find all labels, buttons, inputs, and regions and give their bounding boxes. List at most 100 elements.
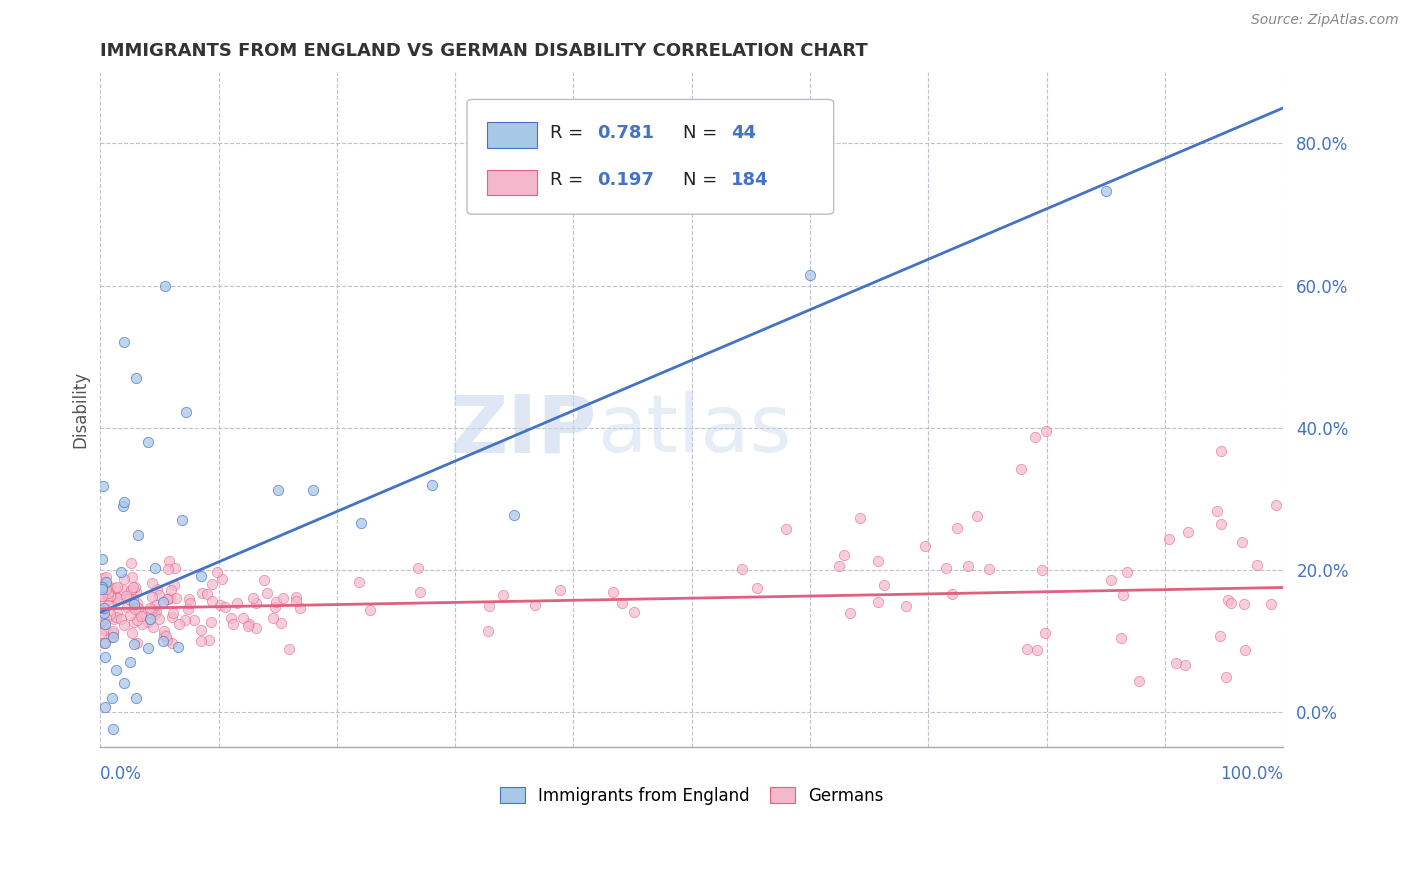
Point bbox=[775, 522, 797, 536]
Point bbox=[163, 561, 186, 575]
Point bbox=[225, 596, 247, 610]
Point bbox=[179, 596, 201, 610]
Point bbox=[477, 624, 499, 638]
Point bbox=[145, 598, 167, 612]
Point bbox=[125, 371, 148, 385]
Point bbox=[1128, 673, 1150, 688]
Point bbox=[941, 587, 963, 601]
Point bbox=[91, 479, 114, 493]
Point bbox=[127, 596, 149, 610]
Point bbox=[183, 613, 205, 627]
Point bbox=[201, 594, 224, 608]
Point bbox=[103, 612, 125, 626]
Point bbox=[190, 633, 212, 648]
Point bbox=[115, 600, 138, 615]
Point bbox=[1033, 625, 1056, 640]
Text: 0.781: 0.781 bbox=[598, 124, 654, 142]
Point bbox=[176, 405, 198, 419]
Point bbox=[145, 604, 167, 618]
Point bbox=[112, 676, 135, 690]
Point bbox=[120, 583, 142, 598]
Point bbox=[90, 552, 112, 566]
Text: 0.197: 0.197 bbox=[598, 171, 654, 189]
Point bbox=[122, 591, 145, 606]
Point bbox=[121, 570, 143, 584]
Point bbox=[155, 278, 177, 293]
Point bbox=[420, 478, 443, 492]
Point bbox=[112, 583, 135, 598]
Point bbox=[214, 599, 236, 614]
Point bbox=[98, 580, 121, 594]
Point bbox=[284, 590, 307, 604]
Point bbox=[136, 640, 159, 655]
Point bbox=[90, 580, 112, 594]
Point bbox=[1099, 573, 1122, 587]
Point bbox=[152, 634, 174, 648]
Point bbox=[849, 511, 872, 525]
Point bbox=[139, 601, 162, 615]
Point bbox=[262, 611, 284, 625]
Text: IMMIGRANTS FROM ENGLAND VS GERMAN DISABILITY CORRELATION CHART: IMMIGRANTS FROM ENGLAND VS GERMAN DISABI… bbox=[100, 42, 868, 60]
Point bbox=[98, 585, 121, 599]
Point bbox=[290, 600, 312, 615]
Point bbox=[155, 629, 177, 643]
Text: atlas: atlas bbox=[598, 391, 792, 469]
Point bbox=[1230, 535, 1253, 549]
Point bbox=[1094, 184, 1116, 198]
Point bbox=[136, 615, 159, 629]
Point bbox=[110, 587, 132, 601]
Point bbox=[1177, 524, 1199, 539]
Y-axis label: Disability: Disability bbox=[72, 371, 89, 449]
Point bbox=[200, 615, 222, 629]
Point bbox=[112, 495, 135, 509]
Point bbox=[359, 603, 381, 617]
Point bbox=[160, 583, 183, 598]
Point bbox=[104, 610, 127, 624]
Point bbox=[253, 574, 276, 588]
Point bbox=[236, 619, 259, 633]
Point bbox=[132, 608, 155, 623]
Point bbox=[156, 592, 179, 607]
Point bbox=[868, 595, 890, 609]
Point bbox=[94, 611, 117, 625]
Point bbox=[347, 575, 370, 590]
Point bbox=[872, 577, 894, 591]
Point bbox=[91, 614, 114, 628]
Point bbox=[956, 558, 979, 573]
Point bbox=[834, 549, 856, 563]
Point bbox=[90, 582, 112, 597]
Point bbox=[1112, 588, 1135, 602]
Point bbox=[100, 589, 122, 603]
Point bbox=[110, 566, 132, 580]
Point bbox=[97, 586, 120, 600]
FancyBboxPatch shape bbox=[486, 169, 537, 195]
Point bbox=[1264, 498, 1286, 512]
Point bbox=[256, 586, 278, 600]
Point bbox=[93, 649, 115, 664]
Point bbox=[143, 607, 166, 622]
Point bbox=[349, 516, 371, 530]
Point bbox=[141, 576, 163, 591]
Point bbox=[163, 578, 186, 592]
Point bbox=[118, 608, 141, 623]
Point bbox=[406, 561, 429, 575]
Point bbox=[1216, 592, 1239, 607]
Point bbox=[118, 655, 141, 669]
Point bbox=[91, 571, 114, 585]
Point bbox=[160, 610, 183, 624]
Point bbox=[979, 562, 1001, 576]
Point bbox=[157, 554, 180, 568]
Point bbox=[98, 589, 121, 603]
Point bbox=[156, 562, 179, 576]
Point bbox=[201, 577, 224, 591]
Point bbox=[232, 611, 254, 625]
Point bbox=[1219, 596, 1241, 610]
Point bbox=[245, 597, 267, 611]
Point bbox=[91, 613, 114, 627]
Point bbox=[124, 602, 146, 616]
Text: 0.0%: 0.0% bbox=[100, 765, 142, 783]
Point bbox=[104, 663, 127, 677]
Point bbox=[914, 539, 936, 553]
Point bbox=[124, 580, 146, 594]
Point bbox=[1109, 631, 1132, 645]
